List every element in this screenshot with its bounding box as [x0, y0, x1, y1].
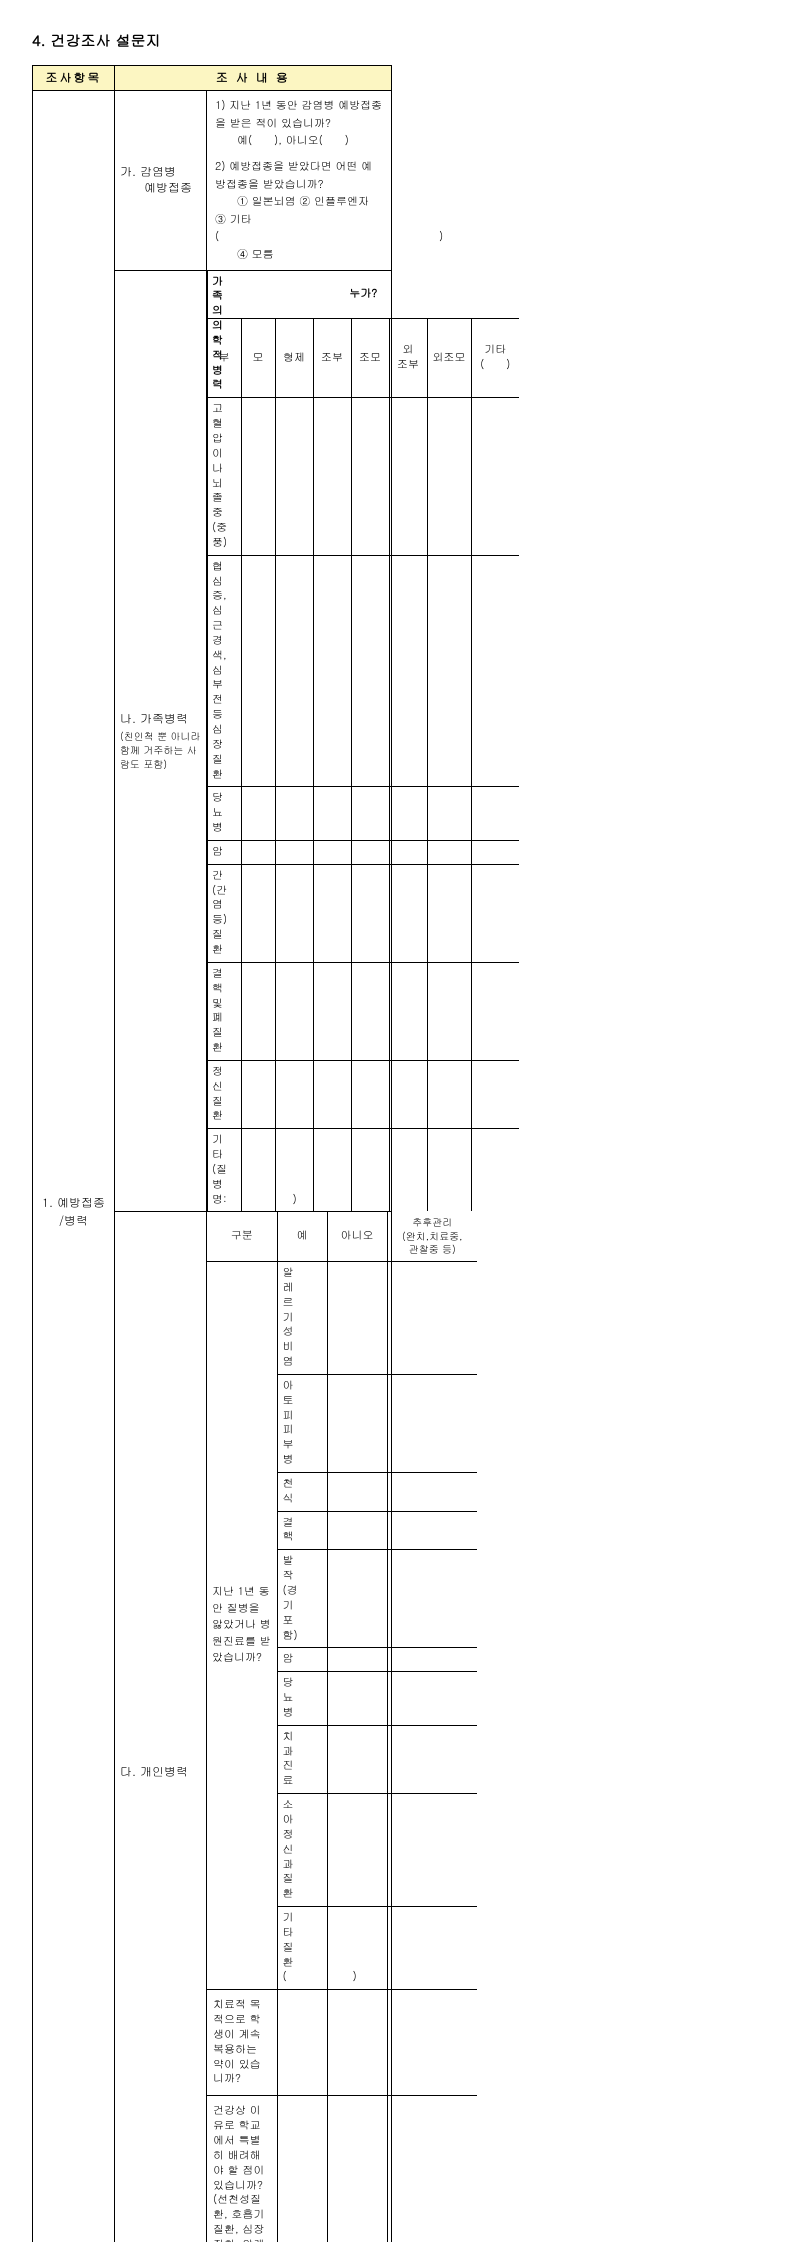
ga-q2: 2) 예방접종을 받았다면 어떤 예방접종을 받았습니까? ① 일본뇌염 ② 인… [215, 158, 383, 264]
family-history-table: 가족의 의학적 병력 누가? 부 모 형제 조부 조모 외 조부 외조모 기타 … [207, 271, 519, 1212]
who-col-3: 조부 [313, 318, 351, 397]
da-table-cell: 구분 예 아니오 추후관리 (완치,치료중, 관찰중 등) 지난 1년 동안 질… [207, 1212, 392, 2242]
na-table-cell: 가족의 의학적 병력 누가? 부 모 형제 조부 조모 외 조부 외조모 기타 … [207, 270, 392, 1212]
who-col-6: 외조모 [427, 318, 471, 397]
na-title: 나. 가족병력 [120, 710, 188, 727]
da-yes: 예 [277, 1212, 327, 1261]
survey-main-table: 조사항목 조 사 내 용 1. 예방접종 /병력 가. 감염병 예방접종 1) … [32, 65, 761, 2242]
header-col1: 조사항목 [33, 66, 115, 91]
da-q-med: 치료적 목적으로 학생이 계속 복용하는 약이 있습니까? [207, 1990, 277, 2096]
page-title: 4. 건강조사 설문지 [32, 30, 761, 51]
da-q-health: 건강상 이유로 학교에서 특별히 배려해야 할 점이 있습니까? (선천성질환,… [207, 2096, 277, 2242]
da-lead: 지난 1년 동안 질병을 앓았거나 병원진료를 받았습니까? [207, 1261, 277, 1989]
section1-na-title-cell: 나. 가족병력 (친인척 뿐 아니라 함께 거주하는 사람도 포함) [115, 270, 207, 1212]
da-no: 아니오 [327, 1212, 387, 1261]
section1-da-title: 다. 개인병력 [115, 1212, 207, 2242]
na-note: (친인척 뿐 아니라 함께 거주하는 사람도 포함) [120, 729, 201, 771]
who-col-1: 모 [241, 318, 275, 397]
ga-q1: 1) 지난 1년 동안 감염병 예방접종을 받은 적이 있습니까? 예( ), … [215, 97, 383, 150]
who-col-2: 형제 [275, 318, 313, 397]
da-gubun: 구분 [207, 1212, 277, 1261]
section1-ga-questions: 1) 지난 1년 동안 감염병 예방접종을 받은 적이 있습니까? 예( ), … [207, 91, 392, 270]
who-header: 누가? [207, 271, 519, 319]
who-col-7: 기타 ( ) [471, 318, 519, 397]
section1-label: 1. 예방접종 /병력 [33, 91, 115, 2242]
who-col-5: 외 조부 [389, 318, 427, 397]
personal-history-table: 구분 예 아니오 추후관리 (완치,치료중, 관찰중 등) 지난 1년 동안 질… [207, 1212, 477, 2242]
header-col2: 조 사 내 용 [115, 66, 392, 91]
da-followup: 추후관리 (완치,치료중, 관찰중 등) [387, 1212, 477, 1261]
section1-ga-title: 가. 감염병 예방접종 [115, 91, 207, 270]
who-col-4: 조모 [351, 318, 389, 397]
